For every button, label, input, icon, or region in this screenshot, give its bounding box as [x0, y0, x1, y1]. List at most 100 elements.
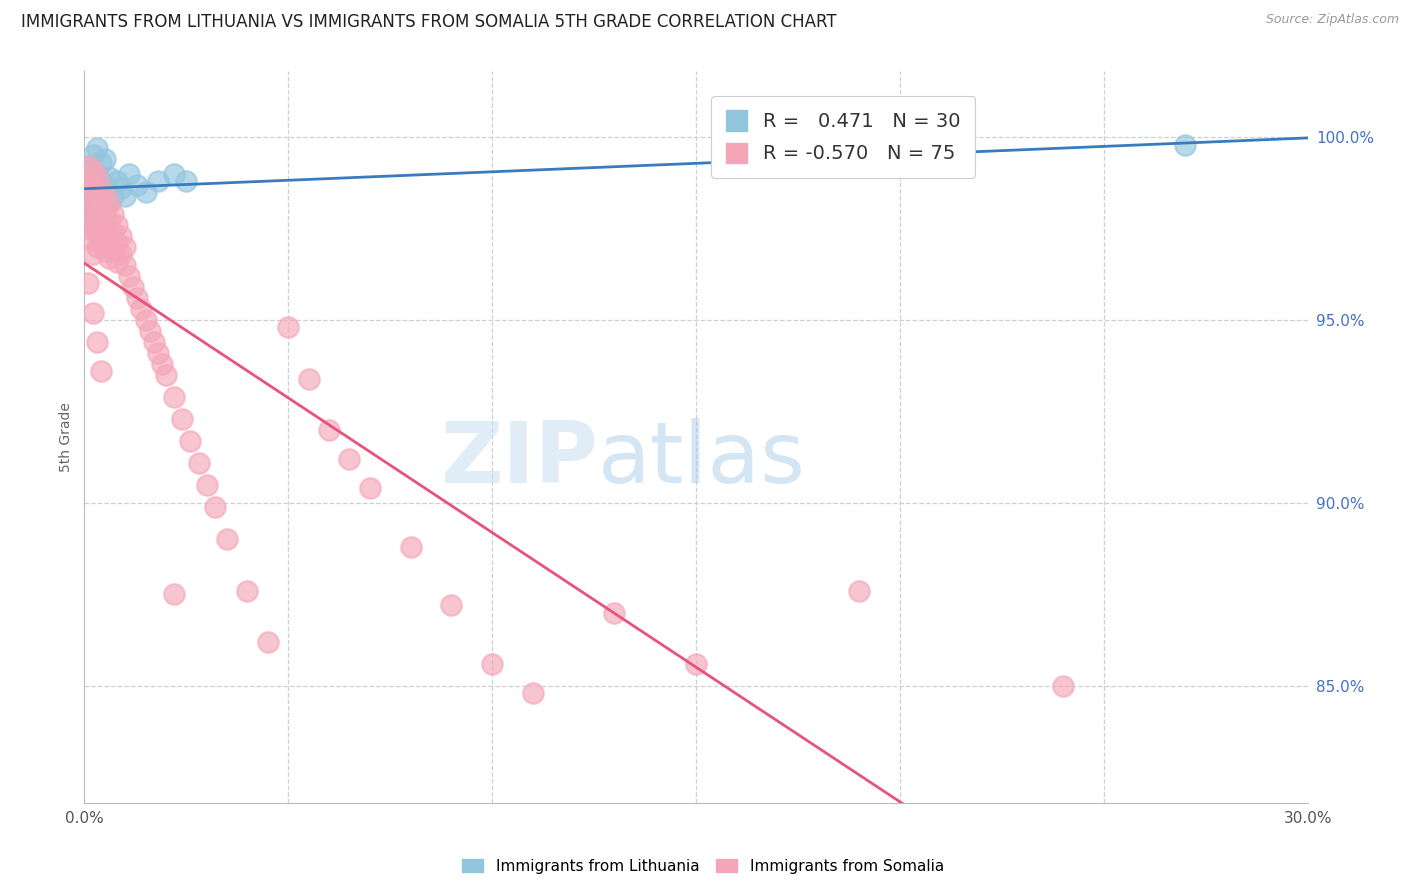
Point	[163, 167, 186, 181]
Point	[101, 225, 124, 239]
Point	[93, 244, 117, 258]
Point	[122, 280, 145, 294]
Point	[118, 269, 141, 284]
Text: atlas: atlas	[598, 417, 806, 500]
Point	[163, 390, 186, 404]
Point	[93, 225, 117, 239]
Point	[82, 218, 104, 232]
Point	[93, 207, 117, 221]
Point	[101, 244, 124, 258]
Point	[217, 533, 239, 547]
Point	[93, 152, 117, 166]
Point	[187, 456, 209, 470]
Point	[93, 188, 117, 202]
Point	[204, 500, 226, 514]
Point	[339, 452, 361, 467]
Point	[90, 181, 112, 195]
Point	[127, 178, 149, 192]
Point	[82, 163, 104, 178]
Point	[155, 368, 177, 382]
Point	[97, 196, 120, 211]
Text: ZIP: ZIP	[440, 417, 598, 500]
Point	[82, 174, 104, 188]
Point	[142, 334, 165, 349]
Point	[105, 254, 128, 268]
Point	[82, 178, 104, 192]
Point	[82, 306, 104, 320]
Point	[90, 211, 112, 225]
Point	[77, 174, 100, 188]
Legend: Immigrants from Lithuania, Immigrants from Somalia: Immigrants from Lithuania, Immigrants fr…	[456, 852, 950, 880]
Point	[603, 606, 626, 620]
Point	[138, 324, 160, 338]
Point	[298, 371, 321, 385]
Point	[114, 240, 136, 254]
Legend: R =   0.471   N = 30, R = -0.570   N = 75: R = 0.471 N = 30, R = -0.570 N = 75	[711, 95, 974, 178]
Point	[131, 302, 153, 317]
Point	[277, 320, 299, 334]
Point	[82, 214, 104, 228]
Point	[135, 185, 157, 199]
Point	[110, 229, 132, 244]
Point	[257, 635, 280, 649]
Point	[359, 481, 381, 495]
Point	[86, 240, 108, 254]
Point	[685, 657, 707, 671]
Point	[1174, 137, 1197, 152]
Point	[1052, 679, 1074, 693]
Point	[90, 236, 112, 251]
Point	[522, 686, 544, 700]
Point	[86, 207, 108, 221]
Point	[195, 477, 218, 491]
Point	[86, 167, 108, 181]
Point	[179, 434, 201, 448]
Point	[86, 334, 108, 349]
Point	[82, 200, 104, 214]
Point	[135, 313, 157, 327]
Text: Source: ZipAtlas.com: Source: ZipAtlas.com	[1265, 13, 1399, 27]
Point	[82, 233, 104, 247]
Point	[82, 247, 104, 261]
Point	[86, 141, 108, 155]
Point	[82, 148, 104, 162]
Point	[97, 196, 120, 211]
Point	[399, 540, 422, 554]
Point	[114, 188, 136, 202]
Point	[90, 364, 112, 378]
Point	[481, 657, 503, 671]
Point	[77, 211, 100, 225]
Point	[150, 357, 173, 371]
Point	[172, 411, 194, 425]
Point	[118, 167, 141, 181]
Y-axis label: 5th Grade: 5th Grade	[59, 402, 73, 472]
Point	[440, 599, 463, 613]
Point	[110, 181, 132, 195]
Point	[318, 423, 340, 437]
Point	[110, 247, 132, 261]
Point	[77, 188, 100, 202]
Point	[105, 218, 128, 232]
Point	[77, 196, 100, 211]
Point	[97, 233, 120, 247]
Point	[97, 214, 120, 228]
Point	[77, 160, 100, 174]
Point	[127, 291, 149, 305]
Point	[105, 174, 128, 188]
Point	[90, 181, 112, 195]
Point	[176, 174, 198, 188]
Point	[101, 207, 124, 221]
Point	[86, 188, 108, 202]
Point	[97, 251, 120, 265]
Point	[114, 258, 136, 272]
Point	[97, 170, 120, 185]
Text: IMMIGRANTS FROM LITHUANIA VS IMMIGRANTS FROM SOMALIA 5TH GRADE CORRELATION CHART: IMMIGRANTS FROM LITHUANIA VS IMMIGRANTS …	[21, 13, 837, 31]
Point	[77, 160, 100, 174]
Point	[86, 225, 108, 239]
Point	[86, 207, 108, 221]
Point	[77, 277, 100, 291]
Point	[163, 587, 186, 601]
Point	[93, 178, 117, 192]
Point	[93, 203, 117, 218]
Point	[90, 218, 112, 232]
Point	[236, 583, 259, 598]
